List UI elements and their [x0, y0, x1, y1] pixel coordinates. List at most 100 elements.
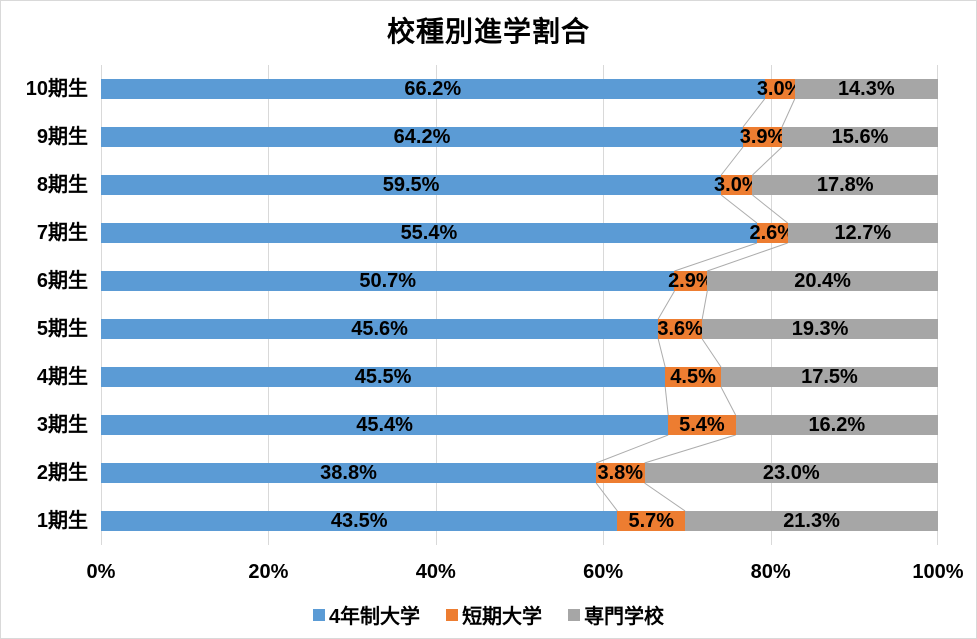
series-line: [595, 434, 669, 464]
data-label: 50.7%: [359, 270, 417, 292]
series-line: [644, 434, 736, 464]
legend-label: 専門学校: [584, 606, 665, 628]
gridline: [101, 65, 102, 545]
data-label: 20.4%: [794, 270, 851, 292]
series-line: [752, 146, 783, 176]
segment-vocational: 16.2%: [735, 414, 938, 436]
data-label: 59.5%: [382, 174, 440, 196]
series-line: [595, 482, 618, 512]
series-line: [720, 194, 758, 224]
data-label: 5.7%: [628, 510, 675, 532]
series-line: [781, 98, 796, 128]
data-label: 17.8%: [816, 174, 874, 196]
segment-junior-college: 3.0%: [714, 175, 760, 195]
data-label: 3.0%: [714, 174, 760, 196]
segment-vocational: 12.7%: [787, 222, 938, 244]
x-axis-tick-label: 0%: [86, 561, 116, 583]
segment-vocational: 23.0%: [644, 462, 938, 484]
segment-university: 45.6%: [101, 318, 659, 340]
data-label: 14.3%: [837, 78, 895, 100]
legend: 4年制大学 短期大学 専門学校: [1, 600, 976, 629]
bar-row: 4期生 45.5% 4.5% 17.5%: [37, 353, 938, 401]
segment-university: 55.4%: [101, 223, 757, 243]
data-label: 5.4%: [679, 414, 725, 436]
bar-row: 9期生 64.2% 3.9% 15.6%: [37, 113, 938, 161]
data-label: 3.0%: [756, 78, 803, 100]
segment-university: 66.2%: [101, 79, 765, 99]
legend-item: 専門学校: [568, 600, 664, 629]
segment-university: 43.5%: [101, 510, 618, 532]
segment-university: 38.8%: [101, 462, 597, 484]
series-line: [657, 338, 666, 368]
stacked-bar: 43.5% 5.7% 21.3%: [101, 511, 938, 531]
segment-university: 45.4%: [101, 414, 669, 436]
series-line: [720, 386, 737, 416]
segment-vocational: 15.6%: [782, 127, 938, 147]
stacked-bar: 50.7% 2.9% 20.4%: [101, 271, 938, 291]
gridline: [937, 65, 938, 545]
gridline: [603, 65, 604, 545]
stacked-bar: 64.2% 3.9% 15.6%: [101, 127, 938, 147]
segment-junior-college: 4.5%: [665, 367, 721, 387]
data-label: 38.8%: [320, 462, 377, 484]
data-label: 19.3%: [791, 318, 849, 340]
data-label: 2.6%: [749, 222, 796, 244]
data-label: 16.2%: [808, 414, 866, 436]
bar-row: 3期生 45.4% 5.4% 16.2%: [37, 401, 938, 449]
x-axis-tick-label: 20%: [248, 561, 289, 583]
series-line: [644, 482, 686, 512]
stacked-bar: 55.4% 2.6% 12.7%: [101, 223, 938, 243]
stacked-bar: 66.2% 3.0% 14.3%: [101, 79, 938, 99]
series-line: [742, 98, 765, 128]
category-label: 4期生: [36, 366, 88, 388]
gridline: [771, 65, 772, 545]
legend-swatch-icon: [568, 608, 581, 621]
data-label: 23.0%: [762, 462, 820, 484]
data-label: 45.4%: [356, 414, 413, 436]
data-label: 55.4%: [400, 222, 458, 244]
segment-vocational: 14.3%: [794, 78, 938, 100]
bar-row: 1期生 43.5% 5.7% 21.3%: [37, 497, 938, 545]
stacked-bar: 38.8% 3.8% 23.0%: [101, 463, 938, 483]
series-line: [720, 146, 744, 176]
series-line: [701, 338, 722, 368]
data-label: 12.7%: [834, 222, 892, 244]
data-label: 3.8%: [597, 462, 644, 484]
category-label: 1期生: [36, 510, 88, 532]
series-line: [701, 290, 708, 320]
x-axis-tick-label: 40%: [415, 561, 456, 583]
stacked-bar: 59.5% 3.0% 17.8%: [101, 175, 938, 195]
segment-university: 59.5%: [101, 174, 722, 196]
stacked-bar: 45.5% 4.5% 17.5%: [101, 367, 938, 387]
segment-university: 64.2%: [101, 127, 743, 147]
segment-vocational: 19.3%: [702, 319, 938, 339]
chart-title: 校種別進学割合: [386, 16, 590, 47]
category-label: 5期生: [36, 318, 88, 340]
data-label: 3.9%: [739, 126, 786, 148]
x-axis-tick-label: 80%: [750, 561, 791, 583]
bar-row: 5期生 45.6% 3.6% 19.3%: [37, 305, 938, 353]
legend-swatch-icon: [312, 608, 325, 621]
data-label: 66.2%: [404, 78, 462, 100]
data-label: 15.6%: [831, 126, 889, 148]
gridline: [436, 65, 437, 545]
bar-row: 10期生 66.2% 3.0% 14.3%: [26, 65, 938, 113]
bar-row: 8期生 59.5% 3.0% 17.8%: [37, 161, 938, 209]
series-line: [707, 242, 788, 272]
segment-junior-college: 3.8%: [596, 462, 645, 484]
series-line: [664, 386, 669, 416]
segment-junior-college: 3.0%: [757, 79, 802, 99]
data-label: 43.5%: [330, 510, 388, 532]
data-label: 2.9%: [668, 270, 714, 292]
legend-item: 短期大学: [446, 600, 542, 629]
segment-junior-college: 3.6%: [657, 319, 703, 339]
legend-swatch-icon: [446, 608, 459, 621]
category-label: 2期生: [36, 462, 88, 484]
data-label: 64.2%: [393, 126, 451, 148]
segment-vocational: 17.8%: [752, 175, 938, 195]
segment-junior-college: 2.6%: [749, 223, 795, 243]
segment-university: 45.5%: [101, 367, 666, 387]
data-label: 45.6%: [351, 318, 408, 340]
data-label: 17.5%: [801, 366, 858, 388]
